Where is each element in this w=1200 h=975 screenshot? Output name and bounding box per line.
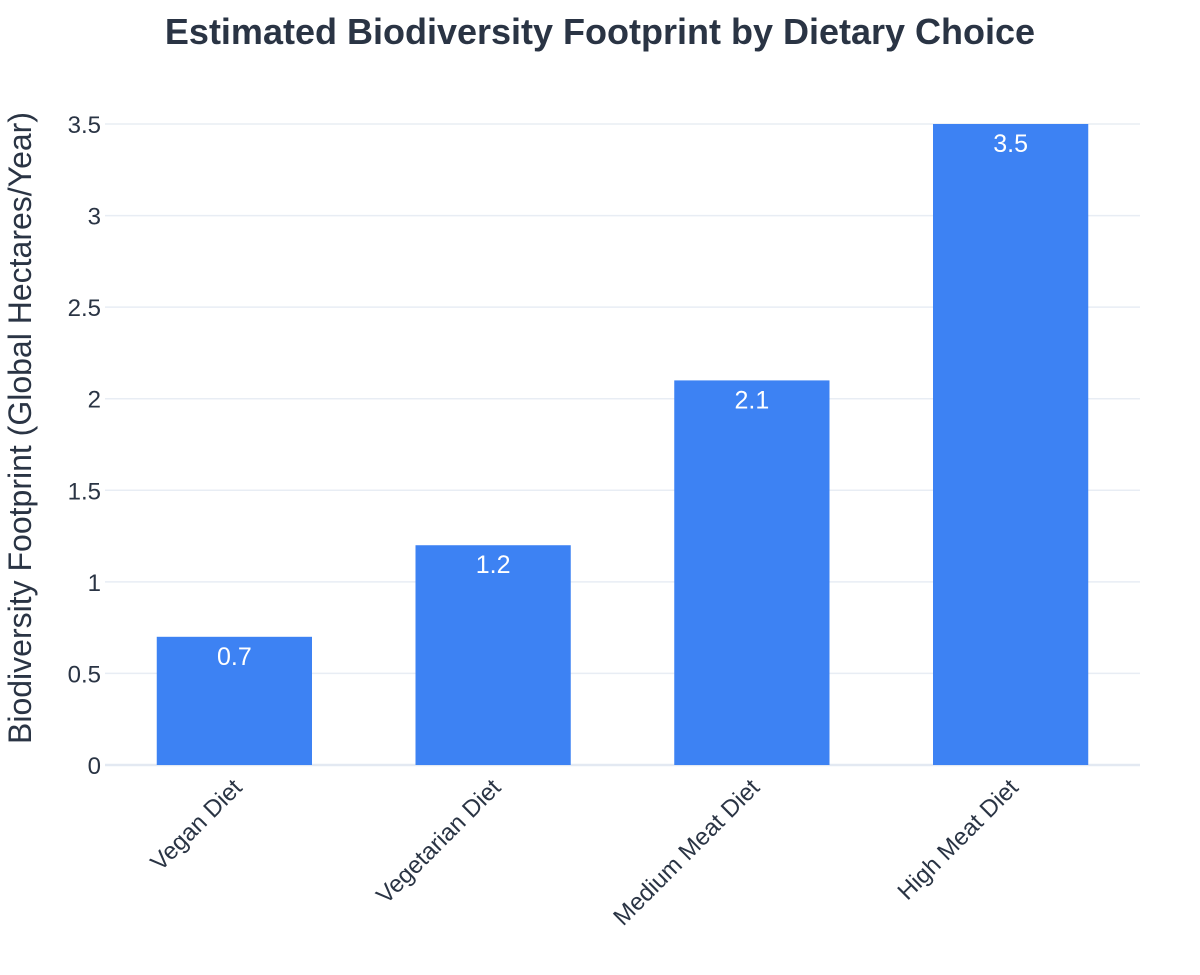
y-tick-label: 0.5 (68, 661, 101, 688)
bar-value-labels: 0.7 1.2 2.1 3.5 (217, 130, 1028, 671)
y-axis-title: Biodiversity Footprint (Global Hectares/… (2, 112, 38, 744)
x-tick-label: Vegan Diet (145, 774, 247, 876)
chart-title: Estimated Biodiversity Footprint by Diet… (165, 11, 1035, 52)
bar-value-label: 0.7 (217, 643, 252, 671)
y-axis-ticks: 0 0.5 1 1.5 2 2.5 3 3.5 (68, 112, 101, 780)
y-tick-label: 3.5 (68, 112, 101, 139)
bars (156, 124, 1089, 765)
x-tick-label: High Meat Diet (893, 774, 1025, 906)
y-tick-label: 2.5 (68, 295, 101, 322)
bar (156, 636, 312, 765)
bar (933, 124, 1089, 765)
bar-value-label: 2.1 (734, 386, 769, 414)
bar-value-label: 3.5 (993, 130, 1028, 158)
y-tick-label: 1.5 (68, 478, 101, 505)
x-tick-label: Medium Meat Diet (608, 774, 765, 931)
y-tick-label: 3 (88, 204, 101, 231)
bar-value-label: 1.2 (476, 551, 511, 579)
x-tick-label: Vegetarian Diet (371, 774, 506, 909)
y-tick-label: 0 (88, 753, 101, 780)
bar (674, 380, 830, 765)
y-tick-label: 1 (88, 570, 101, 597)
y-tick-label: 2 (88, 387, 101, 414)
bar (415, 545, 571, 765)
x-axis-ticks: Vegan Diet Vegetarian Diet Medium Meat Die… (145, 774, 1024, 931)
